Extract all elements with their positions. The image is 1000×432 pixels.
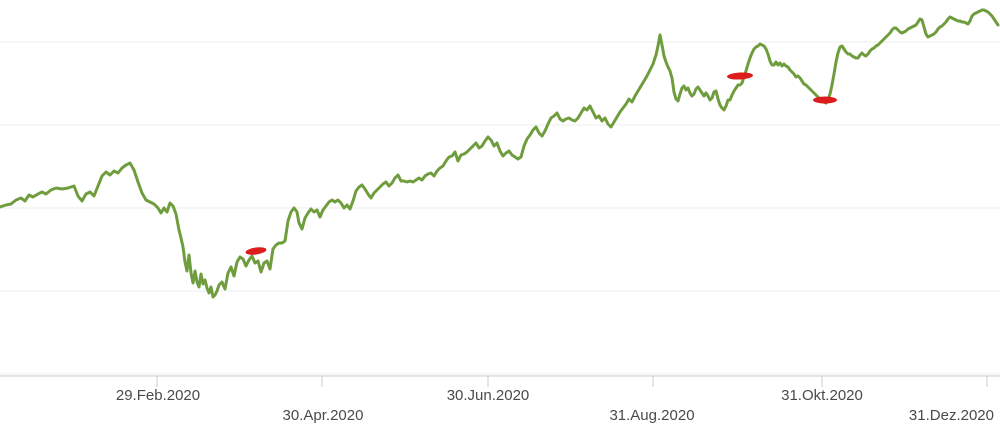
x-axis-label: 31.Okt.2020 [781, 387, 863, 404]
red-dash-marker [727, 72, 753, 80]
x-axis-label: 31.Dez.2020 [909, 407, 994, 424]
price-line-series [0, 8, 1000, 299]
x-axis-label: 29.Feb.2020 [116, 387, 200, 404]
red-dash-marker [245, 247, 267, 255]
x-axis-label: 30.Apr.2020 [283, 407, 364, 424]
x-axis-label: 30.Jun.2020 [447, 387, 530, 404]
red-dash-marker [813, 96, 837, 104]
x-axis-label: 31.Aug.2020 [609, 407, 694, 424]
